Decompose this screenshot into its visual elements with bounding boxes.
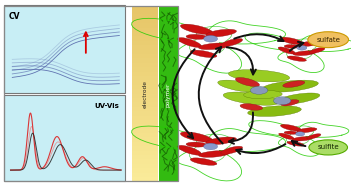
Bar — [132, 177, 158, 181]
Ellipse shape — [186, 34, 207, 39]
Bar — [132, 155, 158, 160]
Ellipse shape — [236, 77, 259, 87]
Ellipse shape — [206, 29, 237, 37]
Ellipse shape — [229, 70, 290, 82]
Ellipse shape — [178, 38, 201, 47]
Text: CV: CV — [9, 12, 20, 21]
Ellipse shape — [276, 93, 320, 104]
Bar — [132, 146, 158, 151]
Bar — [132, 32, 158, 36]
Ellipse shape — [297, 128, 317, 133]
Text: UV-Vis: UV-Vis — [94, 103, 119, 109]
Ellipse shape — [278, 47, 295, 54]
Ellipse shape — [250, 86, 268, 94]
Bar — [132, 58, 158, 63]
Bar — [132, 72, 158, 76]
Bar — [4, 5, 125, 93]
Bar — [132, 15, 158, 19]
Bar — [132, 160, 158, 164]
Bar — [132, 98, 158, 102]
Ellipse shape — [206, 137, 237, 145]
Ellipse shape — [283, 81, 305, 88]
Bar — [132, 63, 158, 67]
Ellipse shape — [281, 100, 299, 106]
Ellipse shape — [273, 97, 291, 105]
Bar — [132, 111, 158, 115]
Text: polymer: polymer — [166, 82, 171, 107]
Ellipse shape — [199, 43, 230, 50]
Ellipse shape — [309, 140, 347, 155]
Ellipse shape — [218, 80, 262, 92]
Ellipse shape — [279, 133, 294, 139]
Ellipse shape — [190, 158, 217, 165]
Ellipse shape — [309, 48, 325, 53]
Bar — [132, 10, 158, 15]
Bar — [132, 85, 158, 89]
Bar — [4, 95, 125, 181]
Bar — [132, 41, 158, 45]
Bar — [132, 164, 158, 168]
Bar — [132, 50, 158, 54]
Ellipse shape — [308, 32, 349, 48]
Bar — [132, 89, 158, 94]
Ellipse shape — [190, 50, 217, 58]
Bar — [132, 133, 158, 138]
Ellipse shape — [221, 146, 243, 154]
Bar — [4, 6, 178, 181]
Bar — [159, 6, 178, 181]
Ellipse shape — [287, 141, 304, 146]
Ellipse shape — [293, 51, 316, 56]
Ellipse shape — [297, 45, 307, 50]
Ellipse shape — [296, 132, 305, 136]
Ellipse shape — [244, 90, 282, 99]
Bar — [132, 54, 158, 58]
Bar — [132, 94, 158, 98]
Ellipse shape — [178, 145, 201, 155]
Bar — [132, 124, 158, 129]
Bar — [132, 115, 158, 120]
Ellipse shape — [280, 124, 302, 131]
Bar — [132, 168, 158, 173]
Ellipse shape — [287, 56, 306, 61]
Ellipse shape — [248, 106, 301, 116]
Ellipse shape — [280, 37, 303, 45]
Ellipse shape — [284, 45, 299, 48]
Bar — [132, 107, 158, 111]
Ellipse shape — [204, 36, 218, 42]
Ellipse shape — [180, 132, 213, 142]
Bar — [132, 138, 158, 142]
Bar — [132, 36, 158, 41]
Bar — [132, 129, 158, 133]
Bar — [132, 76, 158, 80]
Ellipse shape — [298, 41, 320, 46]
Bar — [132, 120, 158, 124]
Ellipse shape — [199, 151, 230, 157]
Text: sulfite: sulfite — [317, 144, 339, 150]
Bar — [132, 80, 158, 85]
Ellipse shape — [221, 39, 243, 46]
Bar — [132, 151, 158, 155]
Bar — [132, 6, 158, 10]
Ellipse shape — [180, 24, 213, 34]
Bar — [132, 142, 158, 146]
Bar — [132, 23, 158, 28]
Ellipse shape — [204, 143, 218, 150]
Bar — [132, 67, 158, 72]
Ellipse shape — [186, 142, 207, 147]
Ellipse shape — [292, 137, 312, 141]
Bar — [132, 19, 158, 23]
Ellipse shape — [307, 134, 321, 139]
Ellipse shape — [284, 131, 298, 134]
Ellipse shape — [240, 104, 263, 110]
Bar — [132, 45, 158, 50]
Text: sulfate: sulfate — [316, 37, 340, 43]
Ellipse shape — [261, 80, 318, 92]
Bar — [132, 28, 158, 32]
Bar — [132, 102, 158, 107]
Text: electrode: electrode — [142, 81, 147, 108]
Bar — [132, 173, 158, 177]
Ellipse shape — [223, 92, 279, 105]
